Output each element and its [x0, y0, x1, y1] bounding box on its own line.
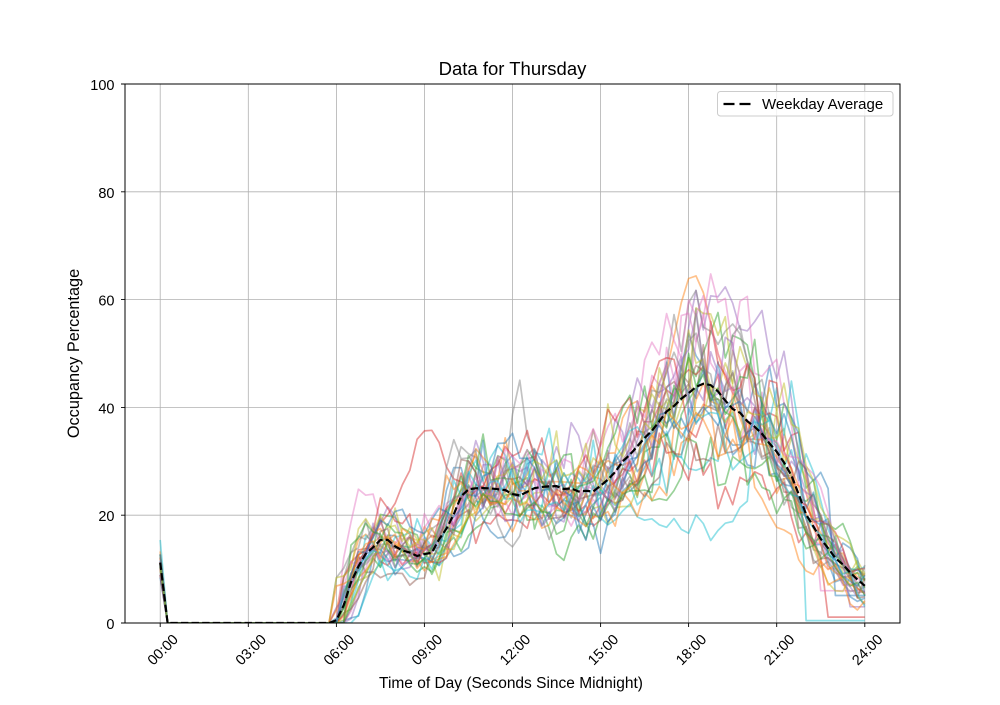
svg-text:80: 80 [98, 186, 114, 202]
svg-text:Weekday Average: Weekday Average [762, 96, 883, 113]
svg-text:20: 20 [98, 509, 114, 525]
svg-text:Data for Thursday: Data for Thursday [439, 58, 587, 79]
svg-text:100: 100 [90, 78, 114, 94]
svg-text:60: 60 [98, 294, 114, 310]
svg-text:Time of Day (Seconds Since Mid: Time of Day (Seconds Since Midnight) [379, 675, 643, 692]
svg-text:0: 0 [106, 617, 114, 633]
svg-text:Occupancy Percentage: Occupancy Percentage [65, 269, 83, 438]
svg-text:40: 40 [98, 401, 114, 417]
